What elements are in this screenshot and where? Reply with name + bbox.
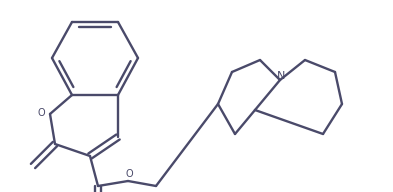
Text: N: N: [277, 71, 285, 81]
Text: O: O: [37, 108, 45, 118]
Text: O: O: [125, 169, 133, 179]
